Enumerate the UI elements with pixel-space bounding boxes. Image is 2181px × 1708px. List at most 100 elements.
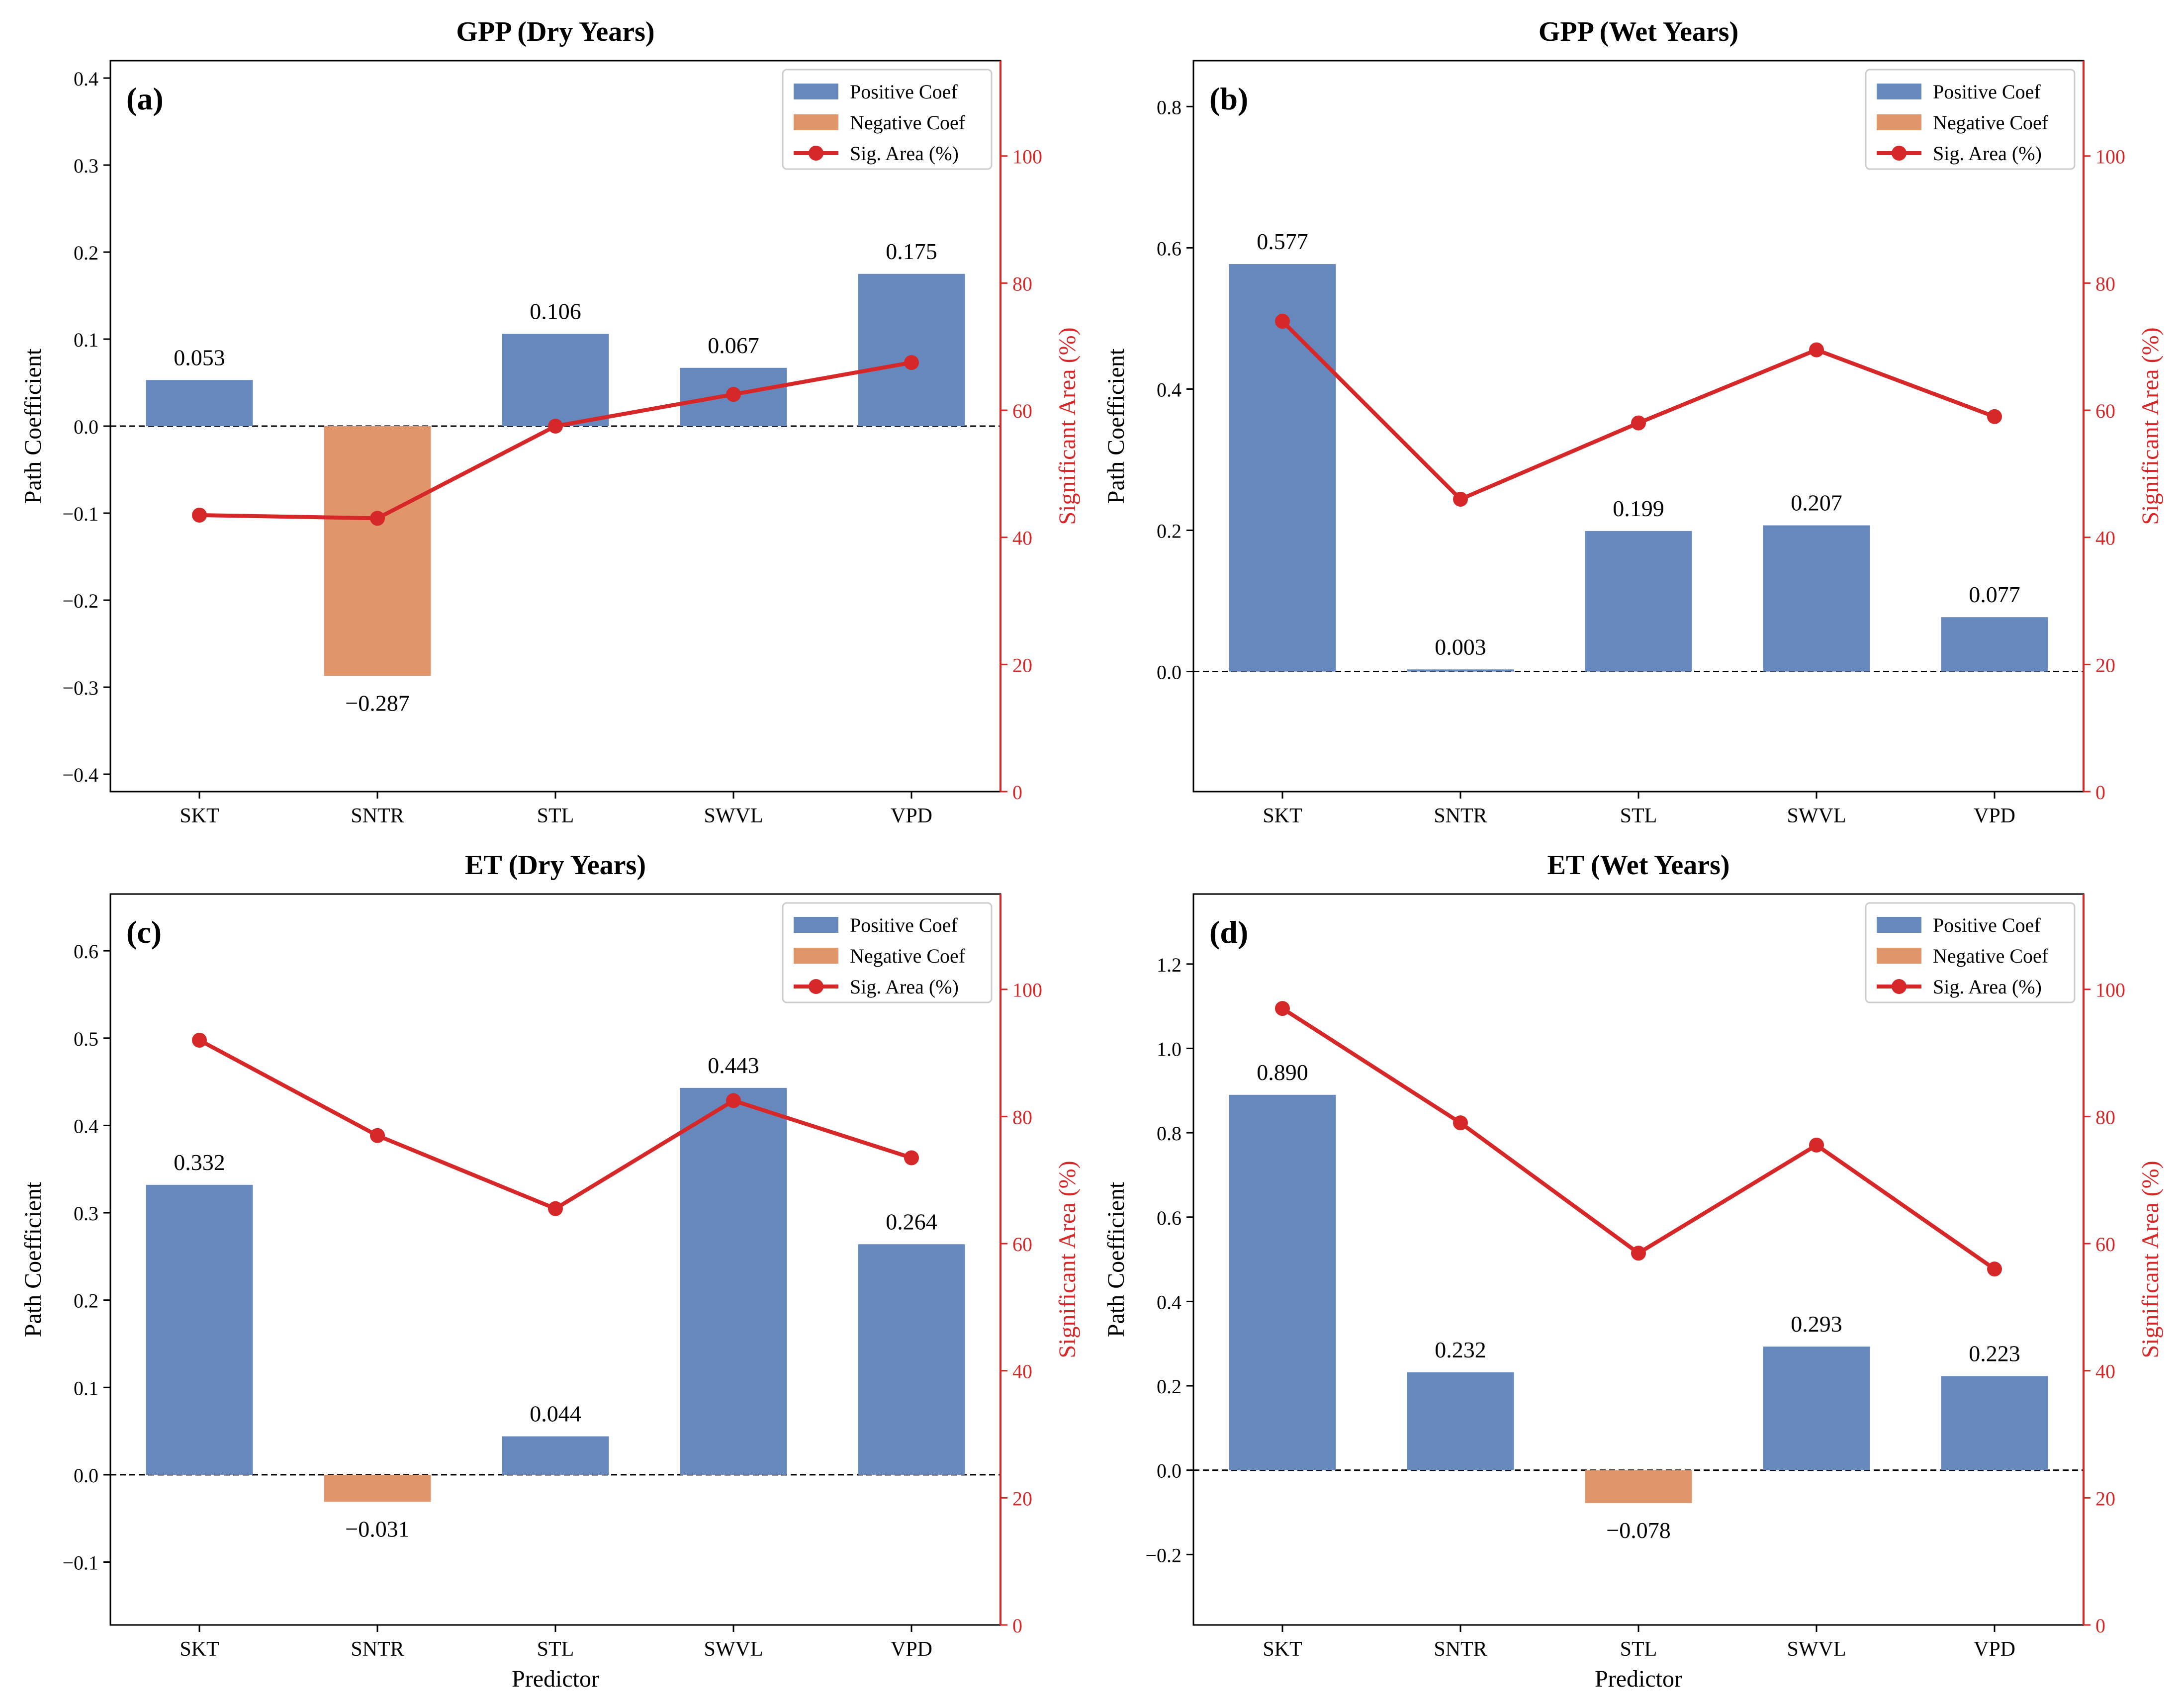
y-tick-label: 0.4 — [1157, 378, 1181, 401]
bar-value-label: 0.223 — [1969, 1341, 2020, 1366]
x-tick-label: STL — [1620, 1638, 1657, 1661]
y2-tick-label: 100 — [2095, 979, 2125, 1001]
x-tick-label: SKT — [180, 1638, 219, 1661]
y2-tick-label: 80 — [2095, 272, 2115, 295]
bar-skt — [146, 380, 253, 426]
legend-swatch-negative — [794, 948, 838, 964]
x-tick-label: SNTR — [351, 805, 404, 827]
y-tick-label: 0.6 — [74, 940, 98, 963]
panel-label: (d) — [1209, 914, 1248, 950]
bar-sntr — [1407, 669, 1514, 672]
bar-sntr — [324, 1474, 431, 1502]
y-tick-label: 0.4 — [1157, 1291, 1181, 1313]
bar-skt — [1229, 1094, 1336, 1470]
x-tick-label: SWVL — [704, 805, 763, 827]
bar-value-label: 0.077 — [1969, 582, 2020, 607]
y-tick-label: 0.5 — [74, 1028, 98, 1050]
y-tick-label: 0.8 — [1157, 1122, 1181, 1145]
bar-value-label: 0.044 — [530, 1401, 581, 1427]
legend-swatch-negative — [1877, 114, 1921, 130]
y-tick-label: 0.3 — [74, 1202, 98, 1225]
y2-tick-label: 0 — [2095, 781, 2105, 804]
y2-tick-label: 20 — [1012, 1487, 1032, 1510]
legend-swatch-positive — [794, 84, 838, 99]
y-tick-label: 0.1 — [74, 329, 98, 351]
y2-tick-label: 80 — [1012, 1106, 1032, 1128]
y-tick-label: 0.8 — [1157, 96, 1181, 118]
y-tick-label: −0.4 — [62, 764, 98, 786]
bar-stl — [502, 334, 609, 426]
bar-value-label: 0.577 — [1257, 229, 1308, 254]
y-tick-label: 0.4 — [74, 1115, 98, 1137]
bar-value-label: −0.287 — [345, 690, 409, 716]
y-tick-label: −0.1 — [62, 503, 98, 525]
sig-area-point-swvl — [1809, 1137, 1824, 1153]
sig-area-point-vpd — [904, 355, 919, 370]
sig-area-point-swvl — [1809, 342, 1824, 358]
y-tick-label: 0.0 — [74, 1464, 98, 1487]
panel-label: (b) — [1209, 81, 1248, 116]
sig-area-point-stl — [548, 419, 563, 434]
bar-value-label: 0.106 — [530, 299, 581, 324]
y-tick-label: 0.3 — [74, 155, 98, 177]
y2-tick-label: 60 — [1012, 400, 1032, 422]
bar-stl — [1585, 531, 1692, 672]
panel-d: 0.890 0.232 −0.078 0.293 0.223 −0.2 0.0 0.2 0.4 0… — [1103, 850, 2164, 1692]
sig-area-line — [198, 1038, 912, 1211]
y2-tick-label: 0 — [1012, 1615, 1022, 1637]
bar-stl — [502, 1436, 609, 1475]
sig-area-point-skt — [1275, 314, 1290, 329]
bar-vpd — [858, 1244, 965, 1475]
bar-value-label: 0.053 — [174, 345, 225, 370]
x-tick-label: SWVL — [1787, 1638, 1846, 1661]
sig-area-point-sntr — [370, 1128, 385, 1143]
legend-label-negative: Negative Coef — [1933, 111, 2049, 134]
y-tick-label: 0.0 — [1157, 1460, 1181, 1482]
y-axis-label: Path Coefficient — [1103, 348, 1129, 504]
legend: Positive Coef Negative Coef Sig. Area (%) — [1865, 69, 2076, 170]
legend-label-line: Sig. Area (%) — [850, 142, 959, 165]
y-tick-label: 0.0 — [74, 416, 98, 438]
legend-swatch-marker — [1892, 146, 1907, 161]
bar-swvl — [680, 1087, 787, 1475]
x-tick-label: SNTR — [1434, 805, 1487, 827]
y-tick-label: 0.6 — [1157, 1207, 1181, 1229]
legend-swatch-positive — [1877, 84, 1921, 99]
sig-area-point-vpd — [1987, 409, 2002, 424]
bar-skt — [146, 1184, 253, 1475]
x-tick-label: SKT — [180, 805, 219, 827]
legend-label-negative: Negative Coef — [850, 111, 966, 134]
bar-value-label: −0.031 — [345, 1516, 409, 1541]
y-axis-label: Path Coefficient — [20, 1181, 46, 1337]
x-axis-label: Predictor — [1595, 1666, 1682, 1692]
bar-value-label: −0.078 — [1606, 1518, 1670, 1543]
y-tick-label: 1.2 — [1157, 954, 1181, 976]
sig-area-point-sntr — [370, 511, 385, 526]
panel-title: ET (Wet Years) — [1547, 850, 1729, 881]
bar-value-label: 0.264 — [886, 1209, 937, 1234]
x-tick-label: STL — [537, 805, 574, 827]
y2-tick-label: 100 — [1012, 146, 1042, 168]
sig-area-point-stl — [1631, 1246, 1646, 1261]
panel-a: 0.053 −0.287 0.106 0.067 0.175 −0.4 −0.3 −0.2 −0… — [20, 16, 1081, 827]
y-tick-label: 0.1 — [74, 1377, 98, 1399]
y-tick-label: −0.3 — [62, 677, 98, 699]
sig-area-line — [1281, 320, 1996, 501]
y-axis-label: Path Coefficient — [20, 348, 46, 504]
y2-tick-label: 20 — [2095, 654, 2115, 676]
y2-tick-label: 40 — [1012, 1360, 1032, 1383]
sig-area-line — [1281, 1006, 1996, 1271]
y2-tick-label: 100 — [1012, 979, 1042, 1001]
sig-area-point-sntr — [1453, 1115, 1468, 1131]
y2-tick-label: 60 — [2095, 400, 2115, 422]
bar-swvl — [1763, 525, 1870, 672]
legend-label-line: Sig. Area (%) — [1933, 142, 2042, 165]
x-tick-label: SNTR — [1434, 1638, 1487, 1661]
sig-area-point-stl — [1631, 415, 1646, 431]
bar-stl — [1585, 1470, 1692, 1503]
bar-value-label: 0.232 — [1435, 1337, 1486, 1362]
legend: Positive Coef Negative Coef Sig. Area (%) — [782, 902, 993, 1003]
legend-label-positive: Positive Coef — [850, 914, 958, 936]
x-tick-label: SKT — [1263, 805, 1302, 827]
x-axis-label: Predictor — [512, 1666, 599, 1692]
